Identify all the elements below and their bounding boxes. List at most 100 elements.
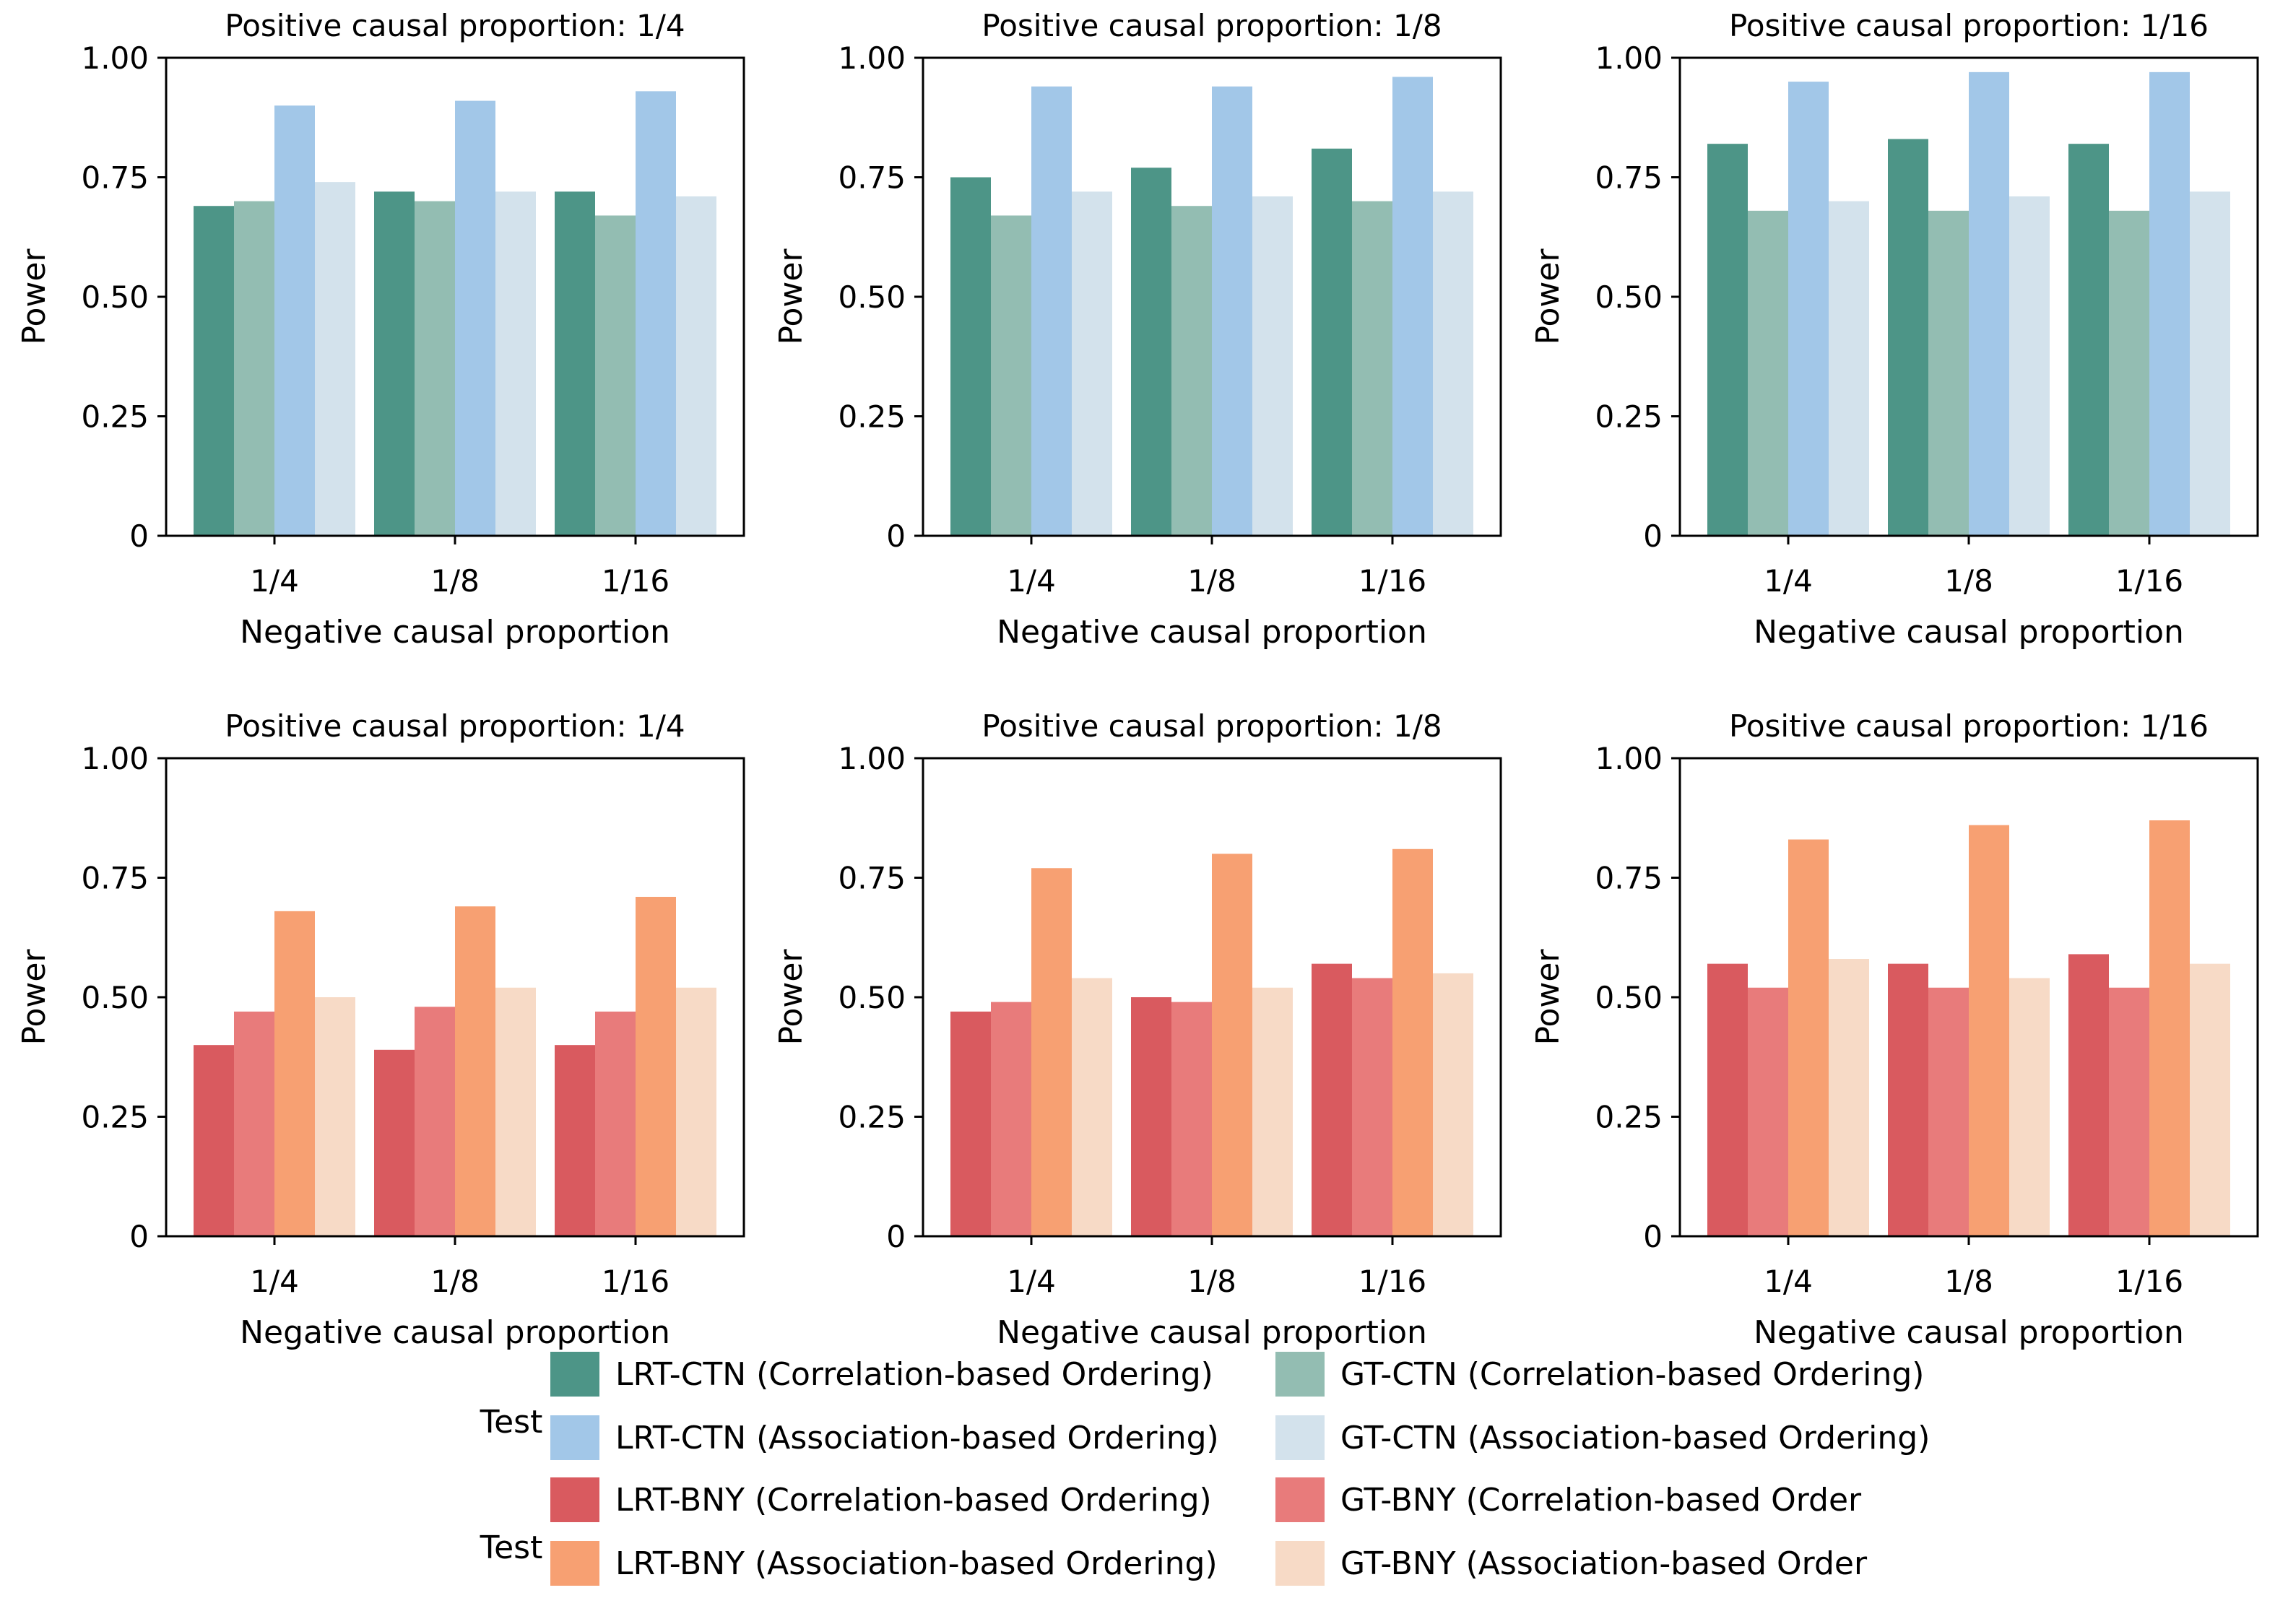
x-tick-label: 1/16 — [602, 563, 670, 599]
bar-2-2 — [415, 201, 455, 536]
bar-1-2 — [1888, 139, 1928, 537]
y-tick-label: 1.00 — [81, 741, 149, 776]
y-tick-label: 0.75 — [81, 160, 149, 196]
y-tick-label: 0.25 — [1595, 1100, 1663, 1135]
bar-4-2 — [1252, 196, 1293, 536]
bar-1-2 — [374, 1049, 415, 1236]
legend-label: GT-BNY (Correlation-based Order — [1340, 1482, 1862, 1519]
bar-3-1 — [274, 911, 315, 1236]
y-tick-label: 0.75 — [81, 861, 149, 896]
bar-4-1 — [315, 182, 355, 536]
bar-3-1 — [274, 105, 315, 536]
x-tick-label: 1/8 — [1187, 1264, 1236, 1299]
bar-2-2 — [1171, 206, 1212, 536]
x-tick-label: 1/8 — [1944, 1264, 1993, 1299]
bar-4-1 — [315, 997, 355, 1236]
bar-1-2 — [1131, 168, 1171, 536]
y-tick-label: 0 — [1643, 518, 1663, 554]
y-axis-label: Power — [16, 248, 53, 345]
legend-label: GT-BNY (Association-based Order — [1340, 1545, 1868, 1582]
bar-2-2 — [1171, 1002, 1212, 1236]
legend-title: Test — [480, 1529, 543, 1566]
bar-1-3 — [2068, 954, 2109, 1236]
y-tick-label: 0.50 — [81, 279, 149, 315]
bar-2-2 — [415, 1007, 455, 1236]
subplot-title: Positive causal proportion: 1/8 — [982, 8, 1442, 43]
x-tick-label: 1/16 — [2115, 1264, 2183, 1299]
bar-3-1 — [1788, 82, 1829, 537]
bar-4-1 — [1829, 959, 1869, 1236]
legend-group-1: Test LRT-CTN (Correlation-based Ordering)… — [480, 1352, 1930, 1460]
bar-3-2 — [455, 906, 495, 1236]
y-axis-label: Power — [773, 248, 810, 345]
legend-label: GT-CTN (Correlation-based Ordering) — [1340, 1356, 1924, 1393]
y-tick-label: 0.50 — [1595, 279, 1663, 315]
y-tick-label: 0 — [886, 518, 906, 554]
bar-3-2 — [1212, 854, 1252, 1236]
bar-2-1 — [1748, 210, 1788, 536]
y-tick-label: 0.50 — [1595, 980, 1663, 1015]
legend-swatch — [550, 1415, 599, 1460]
bar-1-1 — [950, 1011, 991, 1236]
bar-2-1 — [991, 1002, 1031, 1236]
bar-2-2 — [1928, 987, 1969, 1236]
bar-1-1 — [194, 206, 234, 536]
bar-2-3 — [2109, 210, 2149, 536]
bar-4-3 — [2190, 191, 2230, 536]
y-tick-label: 1.00 — [838, 741, 906, 776]
y-axis-label: Power — [16, 949, 53, 1046]
subplot-1: 0 0.25 0.50 0.75 1.00 1/4 1/8 1/16 Positive caus… — [16, 8, 745, 651]
x-tick-label: 1/8 — [1187, 563, 1236, 599]
bar-4-2 — [495, 987, 536, 1236]
y-tick-label: 0.75 — [1595, 160, 1663, 196]
bar-1-1 — [1707, 963, 1748, 1236]
bar-3-2 — [455, 100, 495, 536]
y-tick-label: 1.00 — [1595, 40, 1663, 76]
bar-3-1 — [1031, 868, 1072, 1236]
y-tick-label: 0.25 — [838, 1100, 906, 1135]
bar-4-1 — [1829, 201, 1869, 536]
legend: Test LRT-CTN (Correlation-based Ordering)… — [480, 1352, 1930, 1586]
legend-swatch — [1275, 1352, 1325, 1397]
legend-label: GT-CTN (Association-based Ordering) — [1340, 1420, 1930, 1456]
bar-2-2 — [1928, 210, 1969, 536]
y-tick-label: 0.25 — [838, 399, 906, 435]
y-tick-label: 0.75 — [838, 861, 906, 896]
bar-1-3 — [555, 1045, 595, 1236]
y-tick-label: 0.25 — [81, 399, 149, 435]
x-tick-label: 1/8 — [430, 1264, 480, 1299]
bar-2-3 — [1352, 978, 1392, 1236]
bar-4-3 — [2190, 963, 2230, 1236]
x-tick-label: 1/16 — [602, 1264, 670, 1299]
y-tick-label: 1.00 — [81, 40, 149, 76]
subplot-title: Positive causal proportion: 1/8 — [982, 708, 1442, 744]
subplot-4: 0 0.25 0.50 0.75 1.00 1/4 1/8 1/16 Positive caus… — [16, 708, 745, 1351]
bar-1-3 — [2068, 144, 2109, 536]
bar-2-3 — [2109, 987, 2149, 1236]
bar-4-1 — [1072, 978, 1112, 1236]
bar-2-1 — [1748, 987, 1788, 1236]
x-axis-label: Negative causal proportion — [240, 614, 670, 651]
x-tick-label: 1/4 — [1764, 1264, 1813, 1299]
legend-swatch — [550, 1477, 599, 1522]
legend-label: LRT-BNY (Correlation-based Ordering) — [615, 1482, 1212, 1519]
y-tick-label: 0 — [129, 518, 149, 554]
bar-4-1 — [1072, 191, 1112, 536]
bar-3-3 — [2149, 71, 2190, 537]
x-axis-label: Negative causal proportion — [997, 614, 1427, 651]
bar-1-3 — [1312, 148, 1352, 536]
bar-4-2 — [2009, 978, 2050, 1236]
x-tick-label: 1/4 — [1764, 563, 1813, 599]
y-tick-label: 0.50 — [838, 980, 906, 1015]
x-axis-label: Negative causal proportion — [1754, 614, 2184, 651]
x-tick-label: 1/8 — [1944, 563, 1993, 599]
legend-group-2: Test LRT-BNY (Correlation-based Ordering)… — [480, 1477, 1868, 1586]
y-tick-label: 0 — [886, 1219, 906, 1254]
subplot-6: 0 0.25 0.50 0.75 1.00 1/4 1/8 1/16 Positive caus… — [1530, 708, 2259, 1351]
y-axis-label: Power — [1530, 248, 1566, 345]
y-tick-label: 0.50 — [838, 279, 906, 315]
bar-1-1 — [1707, 144, 1748, 536]
y-tick-label: 0 — [1643, 1219, 1663, 1254]
legend-swatch — [1275, 1477, 1325, 1522]
